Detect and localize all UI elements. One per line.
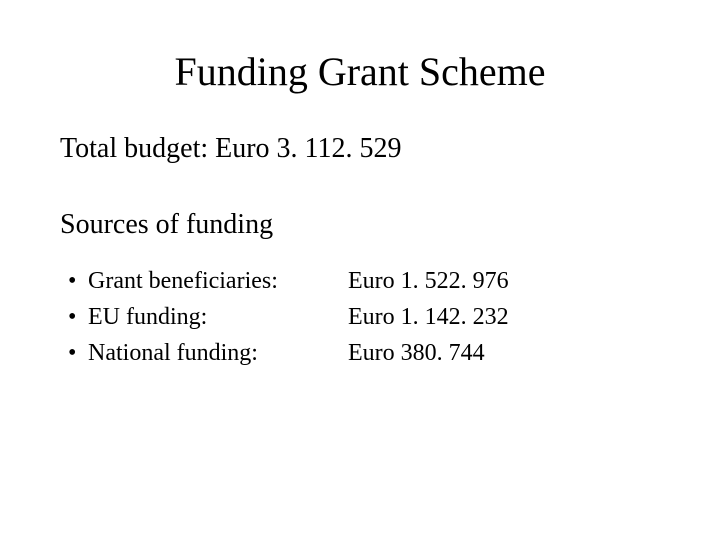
bullet-icon: • — [68, 299, 88, 335]
funding-item-label: EU funding: — [88, 299, 348, 335]
funding-item-value: Euro 380. 744 — [348, 335, 660, 371]
funding-list: • Grant beneficiaries: Euro 1. 522. 976 … — [60, 263, 660, 371]
bullet-icon: • — [68, 335, 88, 371]
funding-item-label: National funding: — [88, 335, 348, 371]
bullet-icon: • — [68, 263, 88, 299]
total-budget-line: Total budget: Euro 3. 112. 529 — [60, 133, 660, 165]
list-item: • EU funding: Euro 1. 142. 232 — [68, 299, 660, 335]
sources-heading: Sources of funding — [60, 209, 660, 241]
list-item: • Grant beneficiaries: Euro 1. 522. 976 — [68, 263, 660, 299]
page-title: Funding Grant Scheme — [60, 48, 660, 95]
funding-item-value: Euro 1. 142. 232 — [348, 299, 660, 335]
list-item: • National funding: Euro 380. 744 — [68, 335, 660, 371]
funding-item-label: Grant beneficiaries: — [88, 263, 348, 299]
funding-item-value: Euro 1. 522. 976 — [348, 263, 660, 299]
